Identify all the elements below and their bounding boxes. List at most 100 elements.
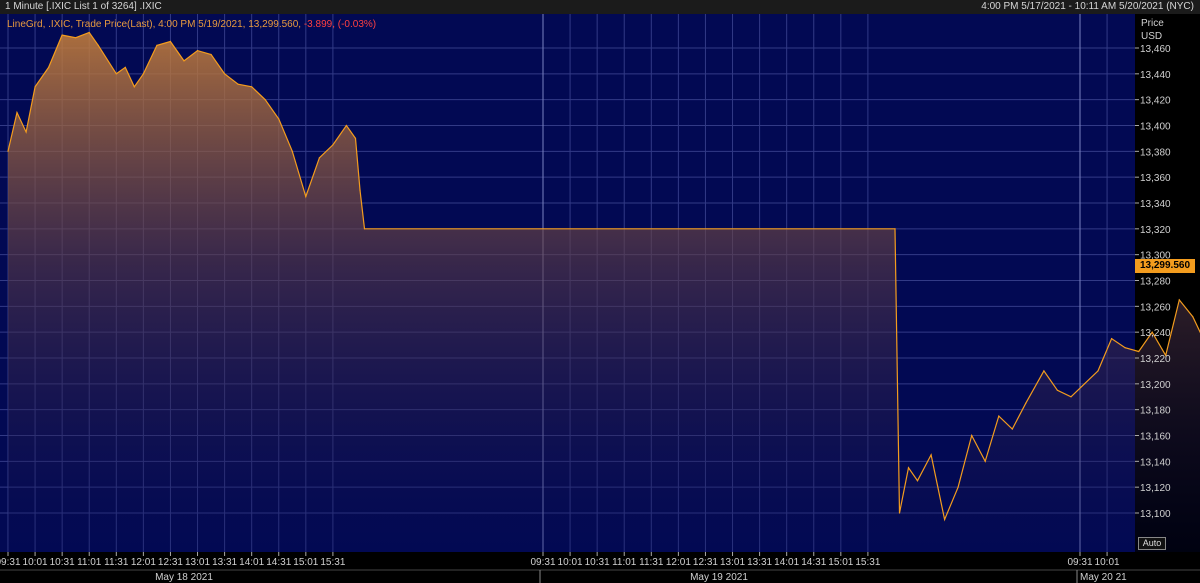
x-tick-label: 11:31 bbox=[104, 557, 129, 568]
y-tick-label: 13,240 bbox=[1140, 328, 1171, 339]
data-point bbox=[894, 228, 896, 230]
day-label: May 20 21 bbox=[1080, 572, 1127, 583]
x-tick-label: 12:01 bbox=[131, 557, 156, 568]
data-point bbox=[971, 434, 973, 437]
x-tick-label: 15:01 bbox=[828, 557, 853, 568]
auto-scale-button[interactable]: Auto bbox=[1138, 537, 1166, 550]
x-tick-label: 10:01 bbox=[1095, 557, 1120, 568]
data-point bbox=[16, 112, 18, 114]
data-point bbox=[7, 150, 9, 152]
day-label: May 19 2021 bbox=[690, 572, 748, 583]
x-tick-labels: 09:3110:0110:3111:0111:3112:0112:3113:01… bbox=[0, 552, 1120, 568]
x-tick-label: 10:31 bbox=[585, 557, 610, 568]
data-point bbox=[1043, 370, 1045, 372]
x-tick-label: 13:31 bbox=[212, 557, 237, 568]
data-point bbox=[169, 40, 171, 43]
data-point bbox=[363, 228, 366, 230]
last-price-label: 13,299.560 bbox=[1135, 259, 1195, 273]
data-point bbox=[359, 189, 361, 191]
data-point bbox=[124, 66, 126, 68]
time-axis[interactable] bbox=[0, 552, 1200, 583]
data-point bbox=[1025, 402, 1027, 404]
data-point bbox=[1192, 316, 1194, 318]
axis-unit-line1: Price bbox=[1141, 18, 1164, 29]
data-point bbox=[278, 118, 280, 120]
data-point bbox=[930, 454, 932, 456]
data-point bbox=[210, 53, 212, 56]
x-tick-label: 10:01 bbox=[23, 557, 48, 568]
y-tick-label: 13,100 bbox=[1140, 509, 1171, 520]
data-point bbox=[984, 460, 986, 462]
y-tick-label: 13,220 bbox=[1140, 354, 1171, 365]
title-bar: 1 Minute [.IXIC List 1 of 3264] .IXIC 4:… bbox=[0, 0, 1200, 14]
data-point bbox=[907, 467, 910, 469]
data-point bbox=[916, 480, 919, 482]
y-tick-label: 13,300 bbox=[1140, 251, 1171, 262]
y-tick-labels: 13,100 13,120 13,140 13,160 13,180 13,200 13,2… bbox=[1135, 44, 1171, 520]
y-tick-label: 13,320 bbox=[1140, 225, 1171, 236]
y-tick-label: 13,460 bbox=[1140, 44, 1171, 55]
y-tick-label: 13,200 bbox=[1140, 380, 1171, 391]
data-point bbox=[944, 518, 946, 521]
x-tick-label: 09:31 bbox=[1067, 557, 1092, 568]
instrument-title: 1 Minute [.IXIC List 1 of 3264] .IXIC bbox=[5, 1, 162, 12]
day-label: May 18 2021 bbox=[155, 572, 213, 583]
x-tick-label: 14:31 bbox=[266, 557, 291, 568]
data-point bbox=[196, 50, 199, 52]
data-point bbox=[115, 73, 117, 75]
x-tick-label: 11:01 bbox=[77, 557, 102, 568]
data-point bbox=[34, 86, 36, 88]
data-point bbox=[75, 37, 77, 39]
y-tick-label: 13,340 bbox=[1140, 199, 1171, 210]
legend-text: LineGrd, .IXIC, Trade Price(Last), 4:00 … bbox=[7, 19, 302, 30]
x-tick-label: 12:01 bbox=[666, 557, 691, 568]
data-point bbox=[251, 86, 253, 88]
x-tick-label: 09:31 bbox=[530, 557, 555, 568]
data-point bbox=[998, 415, 1000, 417]
x-tick-label: 15:31 bbox=[320, 557, 345, 568]
data-point bbox=[1070, 396, 1072, 398]
data-point bbox=[48, 66, 50, 68]
data-point bbox=[183, 60, 185, 62]
x-tick-label: 14:01 bbox=[774, 557, 799, 568]
price-line bbox=[7, 31, 1200, 522]
data-point bbox=[957, 486, 959, 488]
y-tick-label: 13,180 bbox=[1140, 406, 1171, 417]
area-fill bbox=[8, 32, 1200, 552]
x-tick-label: 11:31 bbox=[639, 557, 664, 568]
data-point bbox=[898, 512, 901, 514]
data-point bbox=[1178, 299, 1180, 301]
date-range: 4:00 PM 5/17/2021 - 10:11 AM 5/20/2021 (… bbox=[981, 1, 1194, 12]
data-point bbox=[1056, 389, 1058, 391]
data-point bbox=[354, 137, 357, 139]
legend-change: -3.899, (-0.03%) bbox=[303, 19, 377, 30]
data-point bbox=[237, 83, 239, 85]
x-tick-label: 12:31 bbox=[158, 557, 183, 568]
data-point bbox=[1138, 350, 1140, 353]
y-tick-label: 13,360 bbox=[1140, 173, 1171, 184]
data-point bbox=[1111, 338, 1113, 340]
y-tick-label: 13,420 bbox=[1140, 96, 1171, 107]
data-point bbox=[142, 73, 144, 75]
data-point bbox=[345, 124, 347, 127]
data-point bbox=[133, 86, 135, 88]
series-legend: LineGrd, .IXIC, Trade Price(Last), 4:00 … bbox=[7, 19, 376, 30]
y-tick-label: 13,160 bbox=[1140, 432, 1171, 443]
day-labels: May 18 2021 May 19 2021 May 20 21 bbox=[0, 569, 1200, 583]
data-point bbox=[224, 73, 226, 75]
axis-unit-label: Price USD bbox=[1141, 17, 1164, 43]
data-point bbox=[332, 144, 334, 146]
y-tick-label: 13,260 bbox=[1140, 302, 1171, 313]
x-tick-label: 14:31 bbox=[801, 557, 826, 568]
x-tick-label: 14:01 bbox=[239, 557, 264, 568]
x-tick-label: 10:31 bbox=[50, 557, 75, 568]
data-point bbox=[1097, 370, 1099, 372]
data-point bbox=[1124, 347, 1126, 349]
x-tick-label: 13:31 bbox=[747, 557, 772, 568]
price-area bbox=[7, 31, 1200, 552]
x-tick-label: 15:01 bbox=[293, 557, 318, 568]
y-tick-label: 13,440 bbox=[1140, 70, 1171, 81]
data-point bbox=[97, 44, 99, 47]
data-point bbox=[156, 44, 158, 47]
